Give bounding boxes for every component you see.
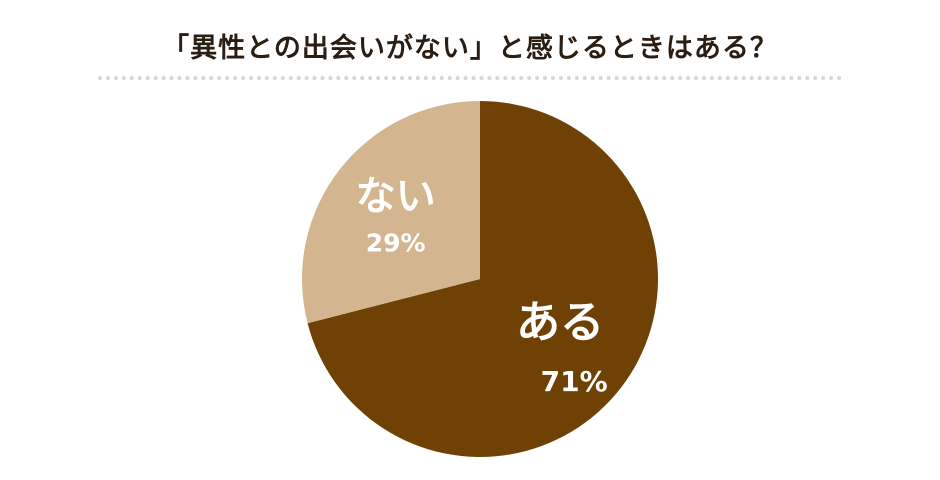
slice-label-0: ある [516,297,604,348]
title-divider [98,76,842,80]
pie-slices [301,101,658,458]
slice-value-label-1: 29% [366,229,426,258]
slice-value-label-0: 71% [541,365,608,398]
slice-label-1: ない [356,174,436,220]
chart-title: 「異性との出会いがない」と感じるときはある？ [162,33,778,64]
pie-labels: ある 71% ない 29% [356,174,608,399]
pie-slice-1 [301,101,480,324]
pie-slice-0 [307,101,658,458]
